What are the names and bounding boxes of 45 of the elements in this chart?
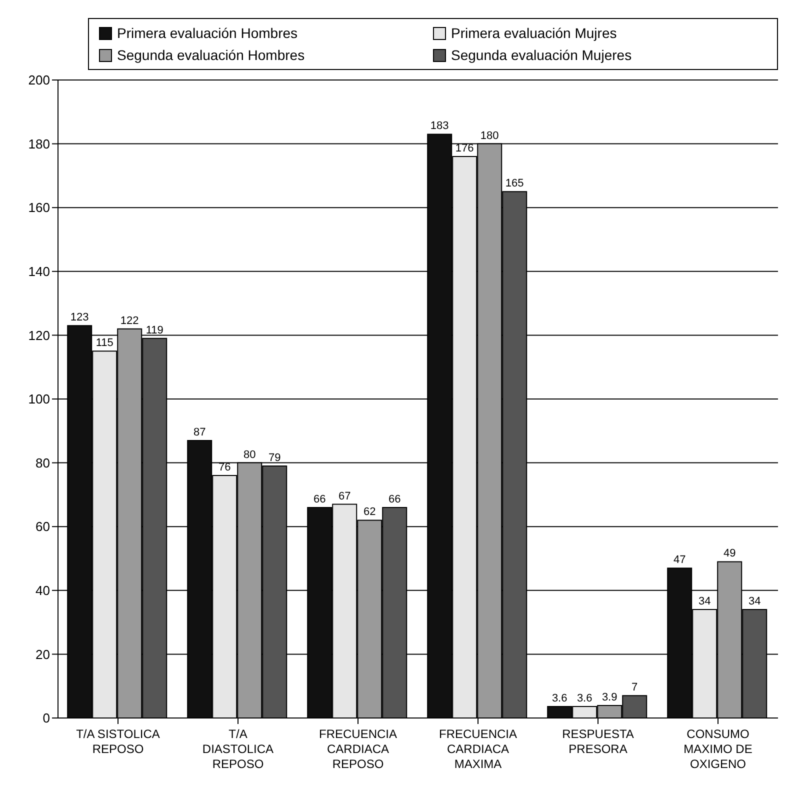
x-tick-label: T/A DIASTOLICA REPOSO: [202, 727, 274, 771]
y-tick-label: 180: [28, 136, 50, 152]
data-label: 80: [243, 448, 256, 461]
data-label: 183: [430, 120, 449, 132]
data-label: 66: [388, 493, 401, 506]
x-tick-label: FRECUENCIA CARDIACA MAXIMA: [438, 727, 518, 771]
data-label: 7: [632, 682, 638, 694]
y-tick-label: 0: [42, 710, 50, 726]
y-tick-label: 40: [36, 583, 50, 598]
data-label: 87: [193, 426, 206, 438]
data-label: 49: [723, 548, 736, 560]
data-label: 67: [338, 490, 351, 502]
legend-label: Primera evaluación Mujres: [451, 25, 617, 41]
legend-label: Segunda evaluación Hombres: [117, 47, 305, 63]
y-tick-label: 140: [28, 264, 50, 280]
x-tick-label: RESPUESTA PRESORA: [562, 727, 634, 756]
legend-label: Primera evaluación Hombres: [117, 25, 298, 41]
y-tick-label: 60: [36, 519, 50, 534]
y-tick-label: 80: [36, 455, 50, 470]
y-tick-label: 120: [28, 328, 50, 343]
x-tick-label: CONSUMO MAXIMO DE OXIGENO: [684, 727, 752, 771]
data-label: 76: [218, 462, 231, 474]
y-tick-label: 100: [28, 392, 50, 407]
data-label: 165: [505, 178, 524, 190]
data-label: 34: [698, 596, 711, 608]
data-label: 115: [96, 337, 114, 350]
data-label: 47: [673, 554, 686, 566]
y-tick-label: 20: [36, 646, 50, 662]
y-tick-label: 160: [28, 200, 50, 216]
y-tick-label: 200: [28, 72, 50, 88]
data-label: 180: [480, 130, 499, 142]
data-label: 79: [268, 452, 281, 464]
data-label: 62: [363, 506, 376, 518]
data-label: 3.9: [602, 692, 618, 704]
data-label: 122: [120, 314, 139, 327]
data-label: 3.6: [576, 692, 592, 705]
x-tick-label: FRECUENCIA CARDIACA REPOSO: [318, 727, 398, 771]
x-tick-label: T/A SISTOLICA REPOSO: [76, 727, 160, 756]
data-label: 123: [70, 312, 89, 324]
data-label: 176: [455, 142, 474, 155]
data-label: 34: [748, 596, 761, 608]
data-label: 119: [146, 324, 164, 336]
legend-label: Segunda evaluación Mujeres: [451, 47, 632, 63]
data-label: 66: [313, 493, 326, 506]
data-label: 3.6: [552, 692, 568, 705]
